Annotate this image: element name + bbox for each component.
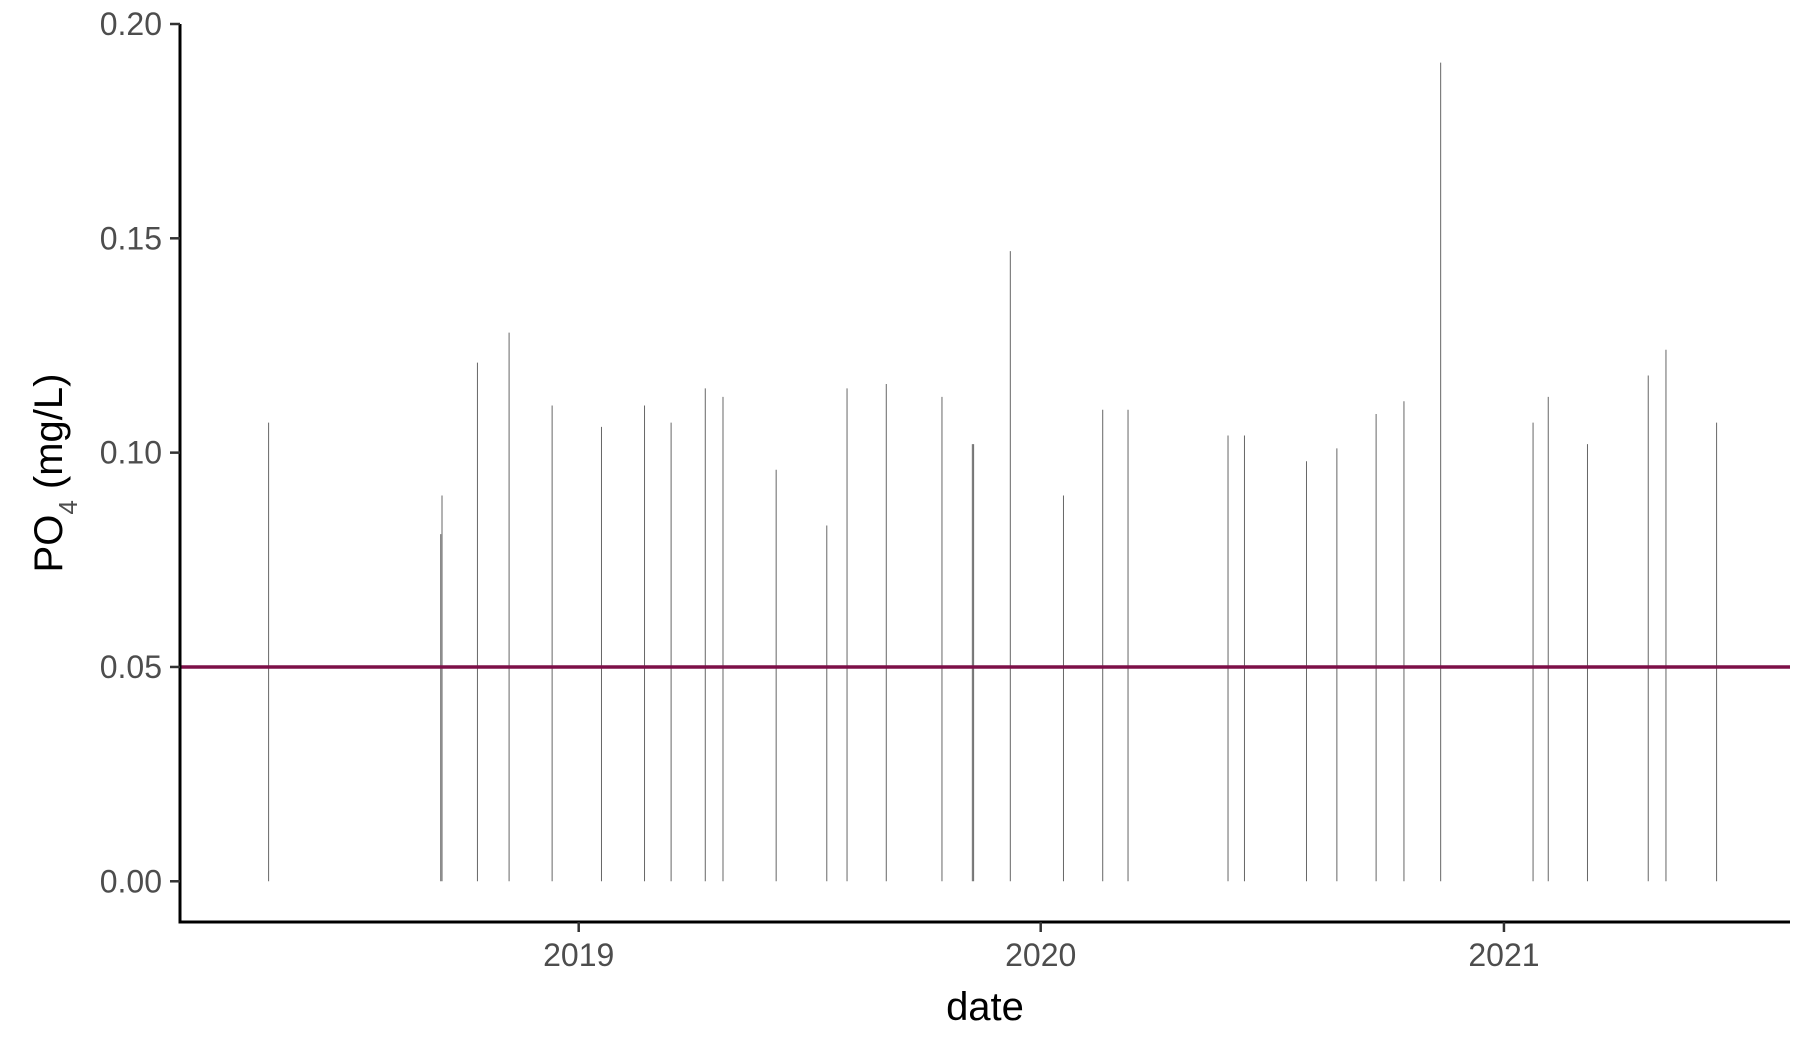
y-tick-label-4: 0.20 <box>100 6 162 42</box>
y-axis-ticks: 0.00 0.05 0.10 0.15 0.20 <box>100 6 180 899</box>
x-tick-label-1: 2020 <box>1005 937 1076 973</box>
y-tick-label-3: 0.15 <box>100 220 162 256</box>
x-tick-label-2: 2021 <box>1468 937 1539 973</box>
y-axis-title-subscript: 4 <box>53 500 83 514</box>
y-axis-title: PO4 (mg/L) <box>27 374 83 573</box>
x-axis-ticks: 2019 2020 2021 <box>543 922 1540 973</box>
y-tick-label-1: 0.05 <box>100 649 162 685</box>
y-tick-label-2: 0.10 <box>100 435 162 471</box>
data-sticks <box>268 62 1718 882</box>
y-axis-title-unit: (mg/L) <box>27 374 71 501</box>
x-tick-label-0: 2019 <box>543 937 614 973</box>
x-axis-title: date <box>946 985 1024 1029</box>
y-tick-label-0: 0.00 <box>100 863 162 899</box>
y-axis-title-main: PO <box>27 515 71 573</box>
